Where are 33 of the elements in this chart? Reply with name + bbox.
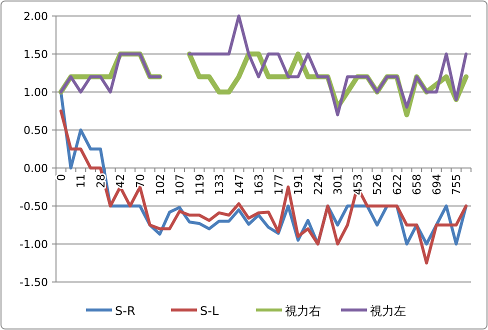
x-tick-label: 301: [332, 174, 345, 195]
y-tick-label: 1.00: [24, 86, 48, 99]
x-tick-label: 224: [312, 174, 325, 195]
x-tick-label: 42: [114, 174, 128, 188]
x-tick-label: 163: [252, 174, 266, 195]
x-tick-label: 526: [371, 174, 384, 195]
y-tick-label: 0.00: [24, 162, 48, 175]
y-tick-label: 0.50: [24, 124, 48, 137]
x-tick-label: 191: [292, 174, 306, 195]
x-tick-label: 694: [430, 174, 444, 195]
y-tick-label: -1.00: [20, 238, 48, 251]
x-tick-label: 453: [351, 174, 364, 195]
x-tick-label: 119: [193, 174, 206, 195]
x-tick-label: 11: [74, 174, 88, 188]
legend-label: 視力左: [370, 304, 406, 318]
y-tick-label: -0.50: [20, 200, 48, 213]
x-tick-label: 70: [134, 174, 147, 188]
legend-label: S-L: [200, 304, 219, 318]
legend-label: 視力右: [285, 304, 321, 318]
y-tick-label: 1.50: [24, 48, 48, 61]
x-tick-label: 658: [410, 174, 424, 195]
y-tick-label: -1.50: [20, 276, 48, 289]
y-tick-label: 2.00: [24, 10, 48, 23]
x-tick-label: 28: [94, 174, 108, 188]
x-tick-label: 147: [232, 174, 246, 195]
x-tick-label: 107: [174, 174, 187, 195]
legend-label: S-R: [115, 304, 136, 318]
x-tick-label: 133: [213, 174, 226, 195]
x-tick-label: 177: [272, 174, 286, 195]
x-tick-label: 755: [450, 174, 464, 195]
x-tick-label: 0: [54, 174, 68, 181]
x-tick-label: 102: [154, 174, 167, 195]
x-tick-label: 622: [390, 174, 404, 195]
